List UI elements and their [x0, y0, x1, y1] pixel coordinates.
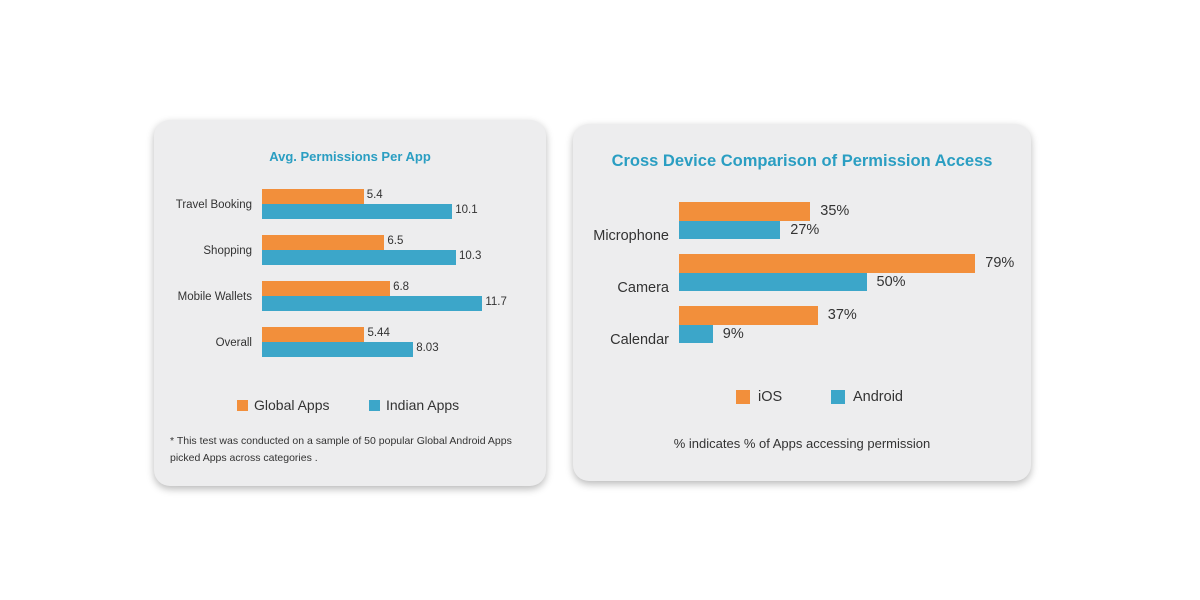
data-label-indian-apps-travel-booking: 10.1	[455, 204, 478, 216]
category-label-shopping: Shopping	[203, 245, 252, 257]
bar-ios-calendar	[679, 306, 818, 325]
legend-swatch-global	[237, 399, 248, 411]
data-label-ios-camera: 79%	[985, 255, 1015, 271]
legend-android: Android	[831, 389, 903, 405]
legend-swatch-android	[831, 390, 845, 404]
bar-android-calendar	[679, 324, 713, 343]
legend-global-apps: Global Apps	[237, 397, 330, 413]
chart-title: Cross Device Comparison of Permission Ac…	[611, 152, 993, 170]
legend-label: iOS	[758, 389, 783, 405]
bar-indian-apps-travel-booking	[262, 204, 453, 219]
cross-device-chart: Microphone 35% 27% Camera 79% 50% Calendar 37% 9…	[573, 124, 1031, 481]
data-label-indian-apps-overall: 8.03	[416, 342, 439, 354]
chart-note: % indicates % of Apps accessing permissi…	[673, 436, 931, 451]
data-label-global-apps-travel-booking: 5.4	[366, 189, 383, 201]
data-label-global-apps-shopping: 6.5	[387, 235, 404, 247]
cross-device-card: Cross Device Comparison of Permission Ac…	[573, 124, 1031, 481]
bar-global-apps-mobile-wallets	[262, 281, 391, 296]
bar-global-apps-shopping	[262, 235, 385, 250]
data-label-global-apps-mobile-wallets: 6.8	[393, 281, 410, 293]
bar-indian-apps-shopping	[262, 250, 456, 265]
data-label-android-camera: 50%	[876, 273, 906, 290]
avg-permissions-card: Avg. Permissions Per App Travel Booking 5…	[154, 120, 546, 486]
legend-swatch-ios	[736, 390, 750, 404]
bar-indian-apps-overall	[262, 342, 414, 357]
chart-title: Avg. Permissions Per App	[269, 149, 431, 164]
data-label-android-microphone: 27%	[790, 221, 820, 238]
avg-permissions-chart: Travel Booking 5.4 10.1 Shopping 6.5 10.3 Mobi…	[154, 120, 546, 486]
data-label-indian-apps-shopping: 10.3	[458, 250, 482, 262]
footnote: * This test was conducted on a sample of…	[170, 435, 512, 464]
bar-ios-camera	[679, 254, 976, 273]
bar-ios-microphone	[679, 202, 811, 221]
category-label-camera: Camera	[617, 280, 669, 296]
data-label-global-apps-overall: 5.44	[367, 327, 390, 339]
category-label-calendar: Calendar	[610, 332, 669, 348]
data-label-android-calendar: 9%	[722, 325, 744, 342]
bar-global-apps-overall	[262, 327, 365, 342]
category-label-microphone: Microphone	[593, 228, 669, 244]
legend-label: Indian Apps	[386, 397, 460, 413]
legend-label: Global Apps	[254, 397, 330, 413]
bar-indian-apps-mobile-wallets	[262, 296, 483, 311]
category-label-overall: Overall	[215, 337, 252, 349]
bar-global-apps-travel-booking	[262, 189, 364, 204]
category-label-travel-booking: Travel Booking	[175, 199, 252, 211]
bar-android-camera	[679, 272, 867, 291]
data-label-ios-microphone: 35%	[820, 203, 850, 219]
bar-android-microphone	[679, 220, 781, 239]
legend-ios: iOS	[736, 389, 782, 405]
category-label-mobile-wallets: Mobile Wallets	[177, 291, 252, 303]
data-label-indian-apps-mobile-wallets: 11.7	[485, 296, 507, 308]
legend-label: Android	[853, 389, 903, 405]
legend-indian-apps: Indian Apps	[369, 397, 459, 413]
legend-swatch-indian	[369, 399, 380, 411]
data-label-ios-calendar: 37%	[827, 307, 857, 323]
